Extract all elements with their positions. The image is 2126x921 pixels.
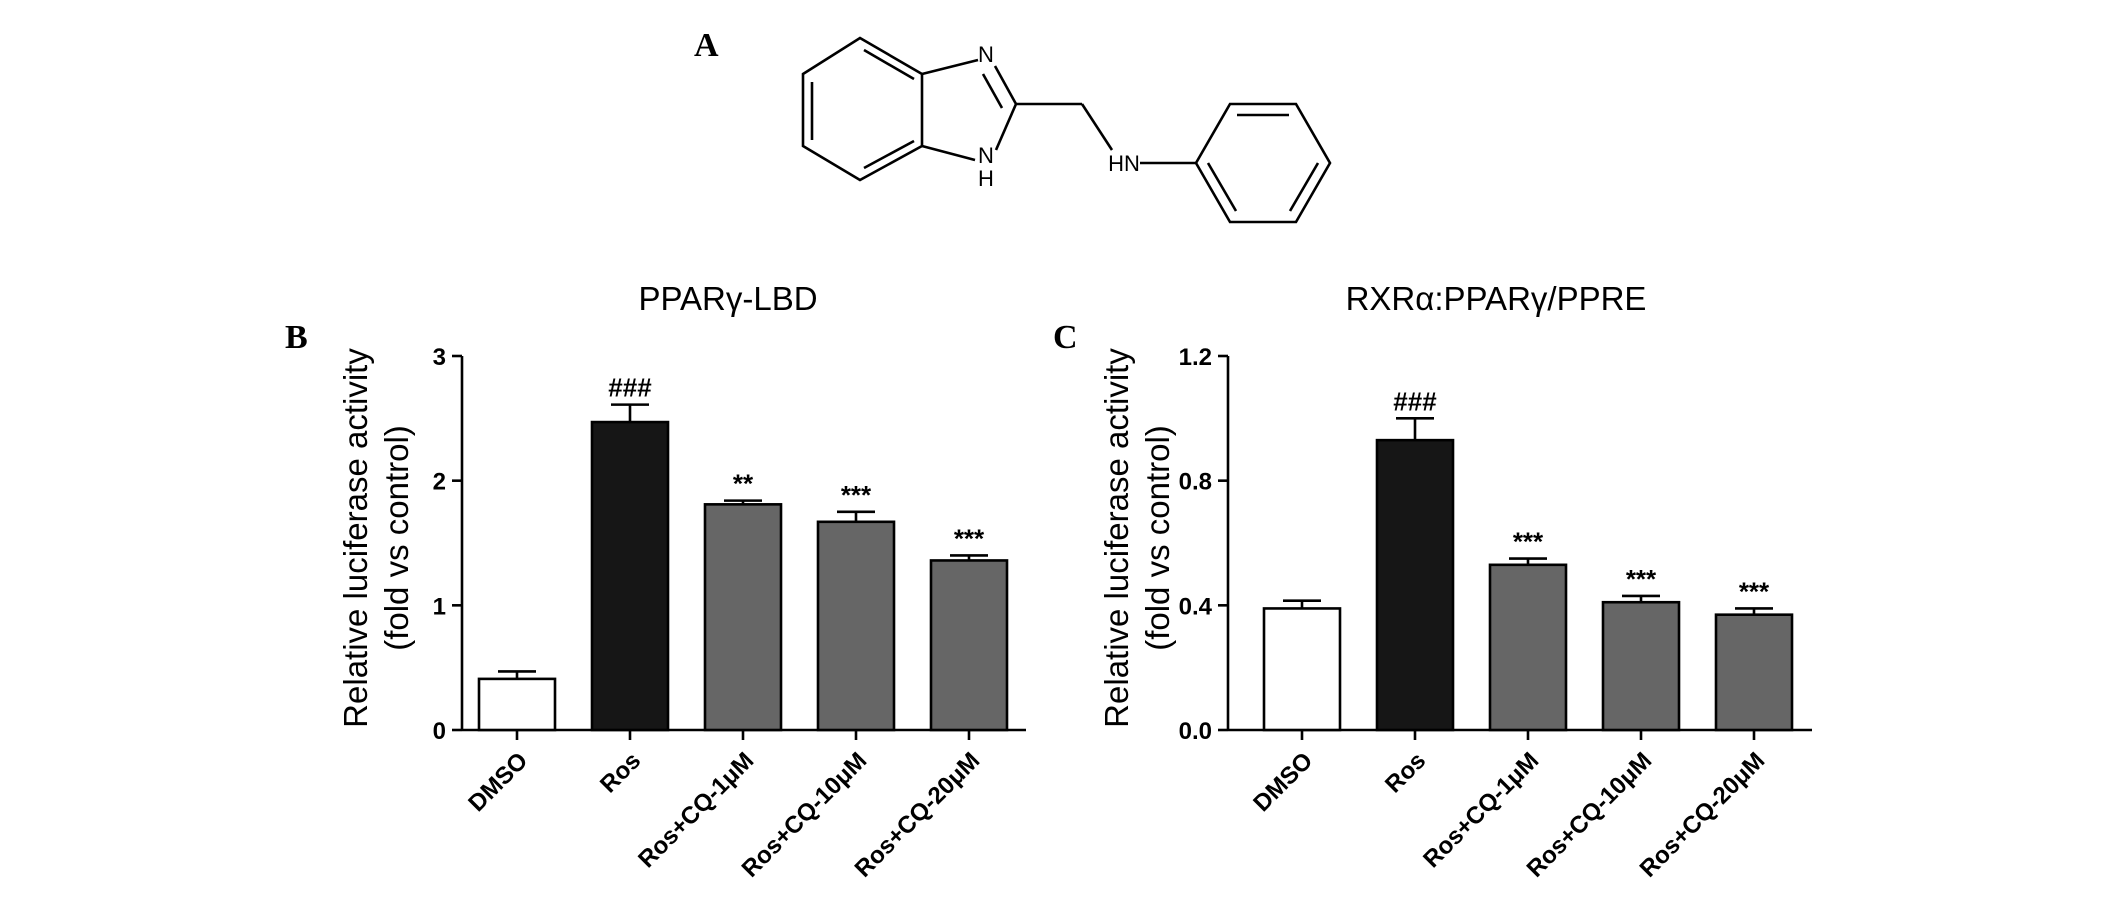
panel-a: A N N H HN <box>694 27 1332 224</box>
atom-h-ring: H <box>978 166 994 191</box>
significance-label: ### <box>1393 386 1437 416</box>
category-label: Ros+CQ-1μM <box>1418 747 1544 873</box>
y-tick-label: 2 <box>433 469 446 496</box>
imidazole-bond-4 <box>921 144 976 162</box>
bar <box>929 559 1009 732</box>
imidazole-bond-3 <box>994 103 1018 151</box>
category-label: Ros <box>595 747 646 798</box>
chart-c: C RXRα:PPARγ/PPRE Relative luciferase ac… <box>1053 280 1812 883</box>
category-label: DMSO <box>463 747 533 817</box>
phenyl-double-bond-2 <box>1288 162 1320 212</box>
y-tick-label: 3 <box>433 344 446 371</box>
y-axis-label-line2: (fold vs control) <box>1139 425 1176 651</box>
bar <box>477 677 557 732</box>
y-axis-label-line1: Relative luciferase activity <box>1098 348 1135 728</box>
ring-double-bond-3 <box>863 139 915 170</box>
panel-letter-c: C <box>1053 319 1078 356</box>
chart-title: RXRα:PPARγ/PPRE <box>1346 280 1647 317</box>
significance-label: *** <box>954 523 985 553</box>
y-axis-label-line1: Relative luciferase activity <box>337 348 374 728</box>
imidazole-bond-1 <box>921 58 979 76</box>
significance-label: *** <box>1513 527 1544 557</box>
bar <box>1262 607 1342 732</box>
significance-label: *** <box>841 480 872 510</box>
panel-letter-b: B <box>285 319 308 356</box>
phenyl-double-bond-3 <box>1206 162 1238 212</box>
panel-letter-a: A <box>694 27 719 64</box>
plot-area: 0123DMSO###Ros**Ros+CQ-1μM***Ros+CQ-10μM… <box>433 344 1026 883</box>
bar <box>590 420 670 732</box>
ring-double-bond-2 <box>863 48 915 81</box>
significance-label: ### <box>608 373 652 403</box>
y-axis-label-line2: (fold vs control) <box>378 425 415 651</box>
bar <box>1488 563 1568 732</box>
imidazole-bond-2 <box>993 65 1018 105</box>
y-tick-label: 1 <box>433 593 446 620</box>
category-label: Ros <box>1380 747 1431 798</box>
significance-label: *** <box>1739 576 1770 606</box>
linker-bond-2 <box>1080 103 1114 151</box>
y-tick-label: 0.8 <box>1179 469 1212 496</box>
significance-label: ** <box>733 469 754 499</box>
bar <box>1601 600 1681 732</box>
category-label: Ros+CQ-1μM <box>633 747 759 873</box>
chart-b: B PPARγ-LBD Relative luciferase activity… <box>285 280 1026 883</box>
atom-n-ring: N <box>978 143 994 168</box>
atom-nh: HN <box>1108 151 1140 176</box>
imidazole-double-bond <box>981 73 1004 109</box>
y-tick-label: 0.4 <box>1179 593 1213 620</box>
phenyl-ring <box>1194 102 1332 224</box>
y-tick-label: 0.0 <box>1179 718 1212 745</box>
bar <box>1375 438 1455 732</box>
chart-title: PPARγ-LBD <box>638 280 817 317</box>
category-label: DMSO <box>1248 747 1318 817</box>
y-tick-label: 0 <box>433 718 446 745</box>
bar <box>703 503 783 732</box>
significance-label: *** <box>1626 564 1657 594</box>
bar <box>1714 613 1794 732</box>
y-tick-label: 1.2 <box>1179 344 1212 371</box>
plot-area: 0.00.40.81.2DMSO###Ros***Ros+CQ-1μM***Ro… <box>1179 344 1812 883</box>
atom-n: N <box>978 42 994 67</box>
bar <box>816 520 896 732</box>
benzene-ring-fused <box>801 36 924 182</box>
chemical-structure <box>801 36 1332 224</box>
